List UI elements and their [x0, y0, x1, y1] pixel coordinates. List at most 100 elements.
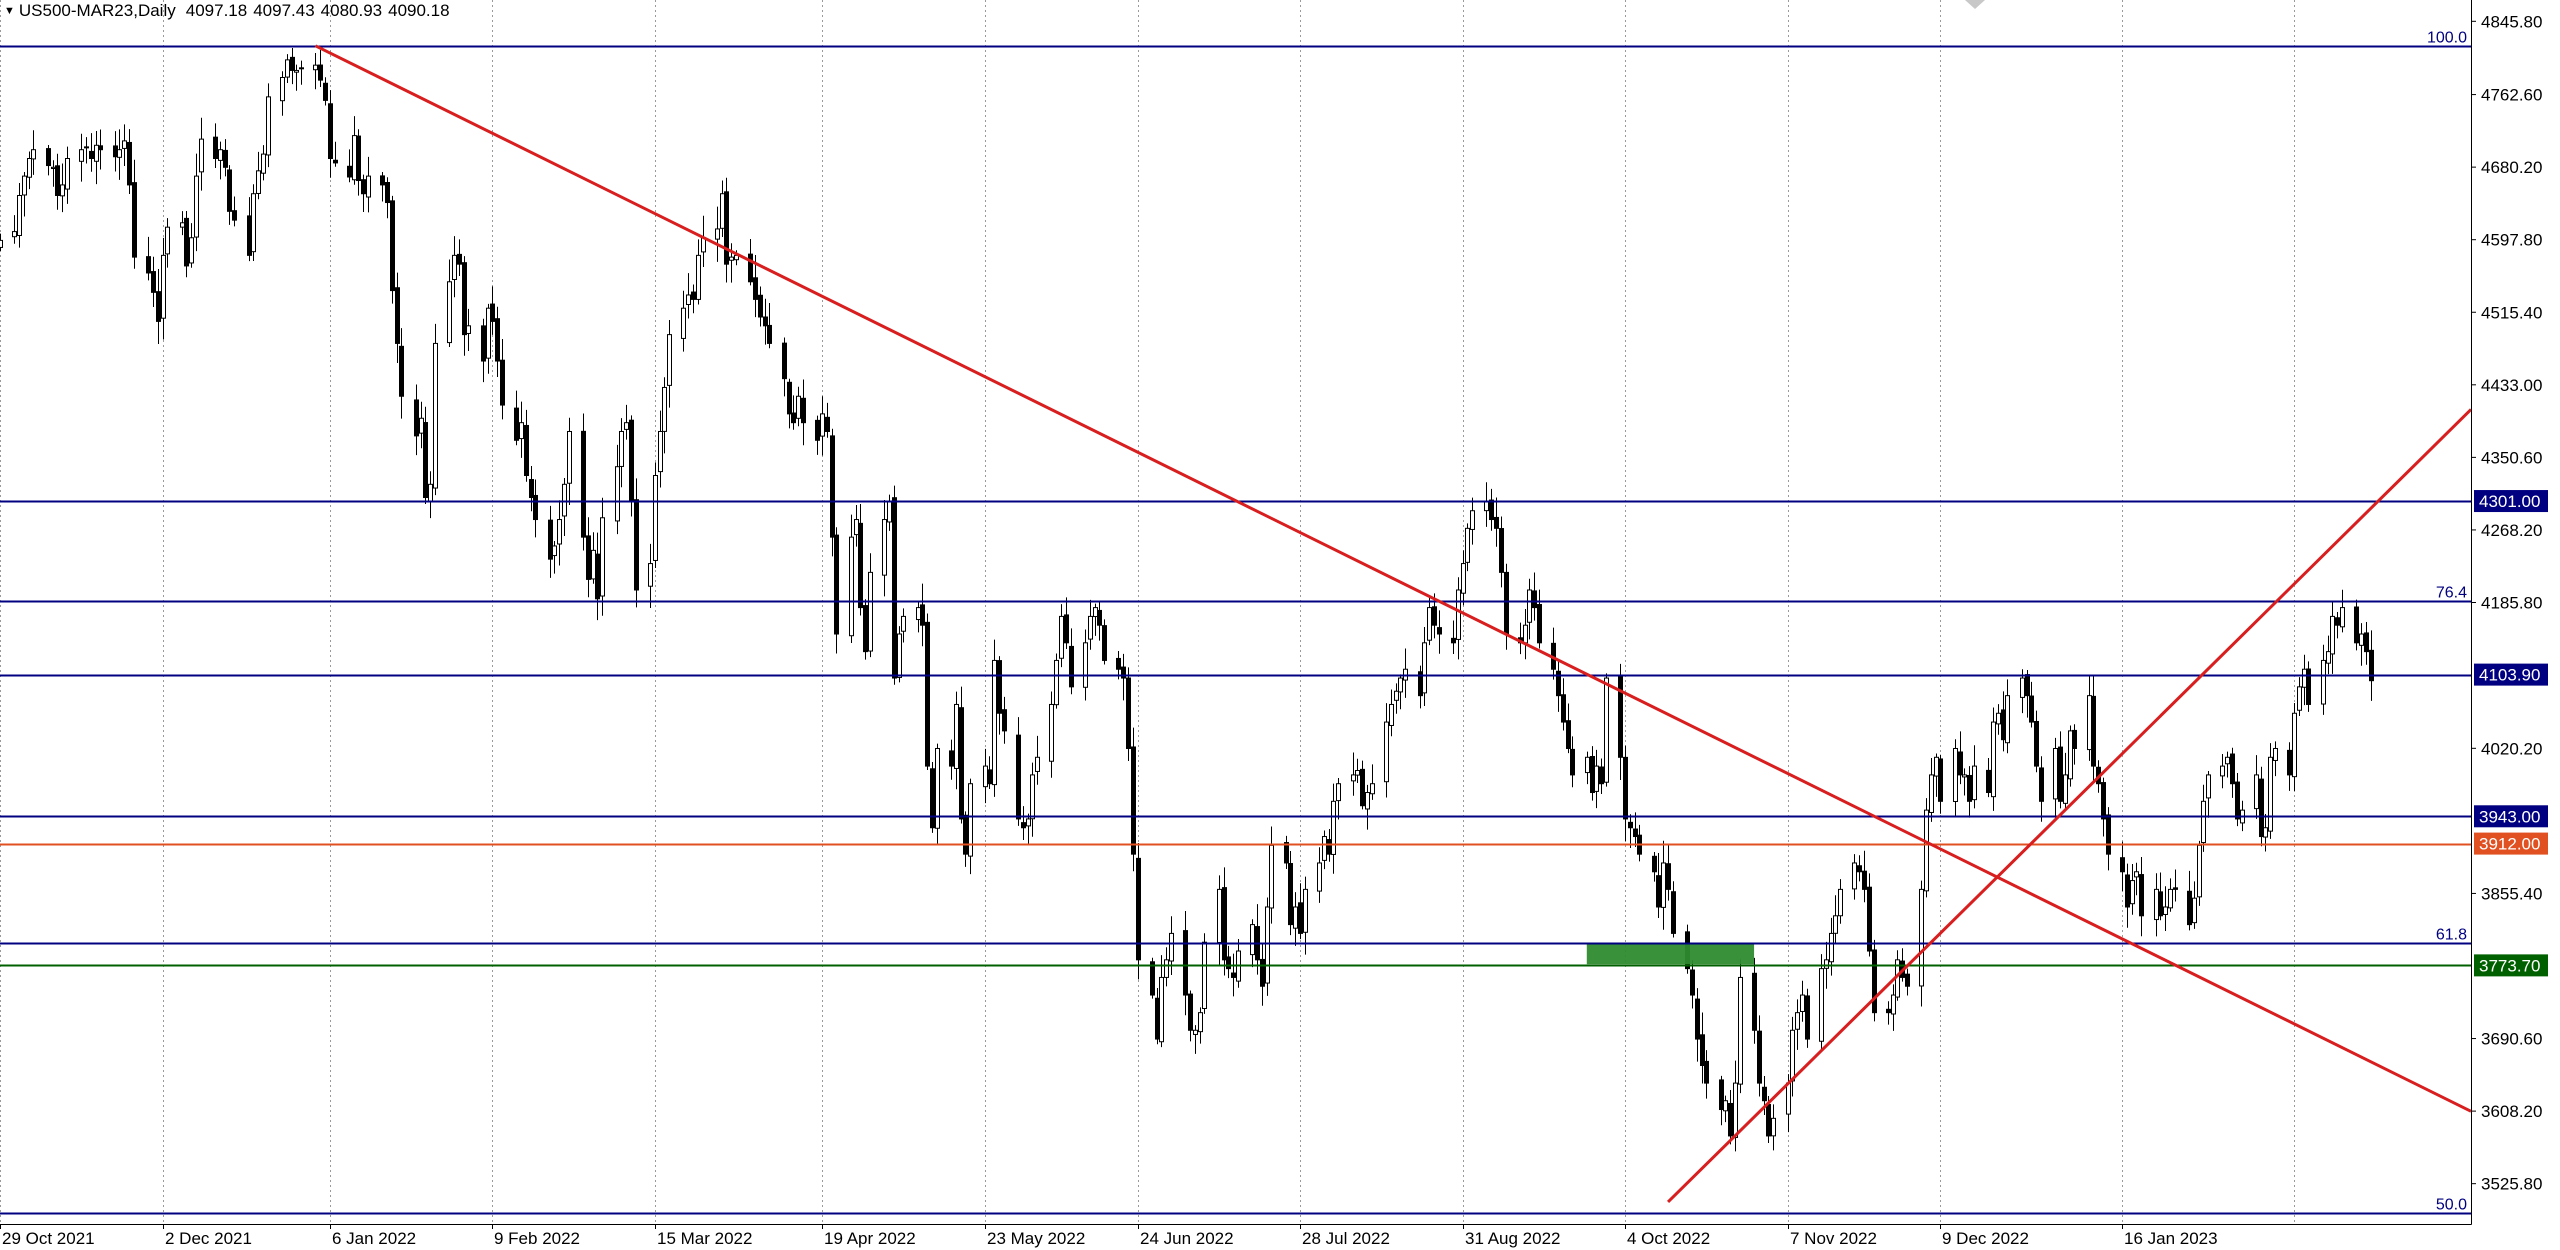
candle-body	[1193, 1029, 1198, 1035]
trendline	[314, 44, 2472, 1113]
candle-body	[1222, 887, 1227, 961]
price-label-box	[2474, 490, 2548, 513]
candle-body	[1852, 862, 1857, 890]
candle-body	[548, 519, 553, 560]
x-tick-label: 19 Apr 2022	[824, 1229, 916, 1248]
candle-body	[1097, 609, 1102, 626]
candle-body	[1054, 659, 1059, 706]
candle-body	[796, 395, 801, 419]
candle-body	[1585, 756, 1590, 774]
candle-body	[1470, 510, 1475, 530]
candle-body	[748, 253, 753, 283]
candle-body	[2201, 800, 2206, 844]
candle-body	[1962, 774, 1967, 778]
candle-body	[586, 535, 591, 580]
candle-body	[820, 413, 825, 437]
candle-body	[629, 419, 634, 503]
candle-body	[2091, 695, 2096, 767]
candle-body	[1155, 997, 1160, 1040]
fib-level-label: 100.0	[2427, 30, 2467, 47]
candle-body	[1556, 670, 1561, 697]
candle-body	[1360, 768, 1365, 807]
candle-body	[1260, 958, 1265, 987]
candle-body	[223, 149, 228, 168]
candle-body	[2005, 695, 2010, 744]
candle-body	[1690, 969, 1695, 996]
candle-body	[380, 175, 385, 186]
candle-body	[1293, 906, 1298, 929]
y-tick-label: 4680.20	[2481, 158, 2542, 177]
candle-body	[2330, 615, 2335, 655]
candle-body	[753, 277, 758, 300]
candle-body	[1069, 645, 1074, 688]
candle-body	[313, 64, 318, 71]
fib-level-label: 50.0	[2436, 1197, 2467, 1214]
candle-body	[2039, 767, 2044, 802]
candle-body	[1723, 1100, 1728, 1112]
candle-body	[2187, 890, 2192, 926]
candle-body	[156, 291, 161, 322]
candle-body	[22, 175, 27, 196]
candle-body	[1833, 915, 1838, 934]
candle-body	[2206, 774, 2211, 799]
candle-body	[2235, 781, 2240, 820]
x-tick-label: 29 Oct 2021	[2, 1229, 95, 1248]
candle-body	[1771, 1117, 1776, 1137]
candle-body	[452, 254, 457, 281]
candle-body	[1035, 756, 1040, 772]
candle-body	[98, 145, 103, 151]
candle-body	[963, 814, 968, 855]
candle-body	[887, 501, 892, 523]
candle-body	[1327, 839, 1332, 855]
candle-body	[1202, 941, 1207, 1009]
candle-body	[791, 412, 796, 424]
candle-body	[2001, 709, 2006, 741]
candle-body	[1766, 1103, 1771, 1137]
x-tick-label: 24 Jun 2022	[1140, 1229, 1234, 1248]
candle-body	[648, 563, 653, 587]
candle-body	[1322, 836, 1327, 861]
candle-body	[17, 194, 22, 236]
candle-body	[84, 146, 89, 149]
candle-body	[1929, 774, 1934, 813]
y-tick-label: 3855.40	[2481, 884, 2542, 903]
y-tick-label: 4762.60	[2481, 86, 2542, 105]
candle-body	[290, 56, 295, 71]
candle-body	[681, 307, 686, 339]
candle-body	[1250, 924, 1255, 956]
candle-body	[2168, 888, 2173, 909]
candle-body	[1288, 863, 1293, 926]
candle-body	[1164, 959, 1169, 978]
collapse-triangle-icon[interactable]: ▼	[4, 5, 15, 17]
x-tick-label: 15 Mar 2022	[657, 1229, 752, 1248]
candle-body	[834, 534, 839, 635]
candle-body	[968, 783, 973, 857]
candle-body	[1456, 589, 1461, 640]
price-label-text: 3943.00	[2479, 807, 2540, 826]
symbol-timeframe: US500-MAR23,Daily	[18, 1, 176, 20]
candle-body	[328, 103, 333, 160]
y-tick-label: 4020.20	[2481, 739, 2542, 758]
y-tick-label: 4185.80	[2481, 593, 2542, 612]
candle-body	[1303, 888, 1308, 933]
candle-body	[55, 165, 60, 196]
candle-body	[1384, 721, 1389, 783]
candle-body	[1594, 765, 1599, 792]
candle-body	[1695, 998, 1700, 1040]
candle-body	[2273, 747, 2278, 761]
candle-body	[882, 519, 887, 576]
candle-body	[2335, 617, 2340, 626]
candle-body	[2087, 695, 2092, 751]
x-tick-label: 23 May 2022	[987, 1229, 1085, 1248]
candle-body	[1805, 995, 1810, 1040]
candle-body	[1131, 746, 1136, 855]
candle-body	[65, 158, 70, 190]
candle-body	[987, 769, 992, 785]
candle-body	[2106, 814, 2111, 855]
candle-body	[1427, 607, 1432, 641]
candle-body	[868, 571, 873, 652]
candle-body	[395, 287, 400, 344]
price-label-text: 3912.00	[2479, 835, 2540, 854]
candle-body	[1030, 774, 1035, 820]
